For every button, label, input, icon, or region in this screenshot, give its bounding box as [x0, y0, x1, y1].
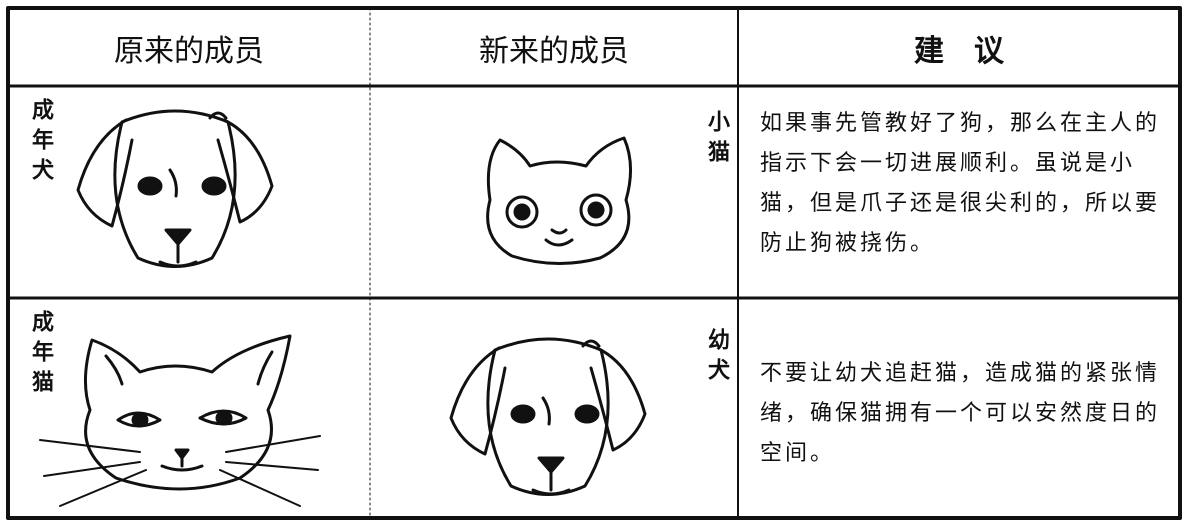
puppy-face: [449, 337, 647, 496]
cat-face: [39, 334, 321, 507]
dog-face: [76, 109, 274, 268]
header-cell: 原来的成员: [114, 34, 264, 69]
table-border: [6, 6, 1182, 520]
existing-member: 成年犬: [28, 98, 53, 188]
new-member: 小猫: [704, 110, 729, 170]
header-cell: 新来的成员: [479, 34, 629, 69]
existing-member: 成年猫: [28, 310, 53, 400]
new-member: 幼犬: [704, 328, 729, 388]
header-cell: 建 议: [914, 34, 1004, 69]
kitten-face: [486, 136, 633, 265]
advice-text: 如果事先管教好了狗，那么在主人的指示下会一切进展顺利。虽说是小猫，但是爪子还是很…: [760, 111, 1161, 256]
advice-text: 不要让幼犬追赶猫，造成猫的紧张情绪，确保猫拥有一个可以安然度日的空间。: [760, 361, 1161, 466]
